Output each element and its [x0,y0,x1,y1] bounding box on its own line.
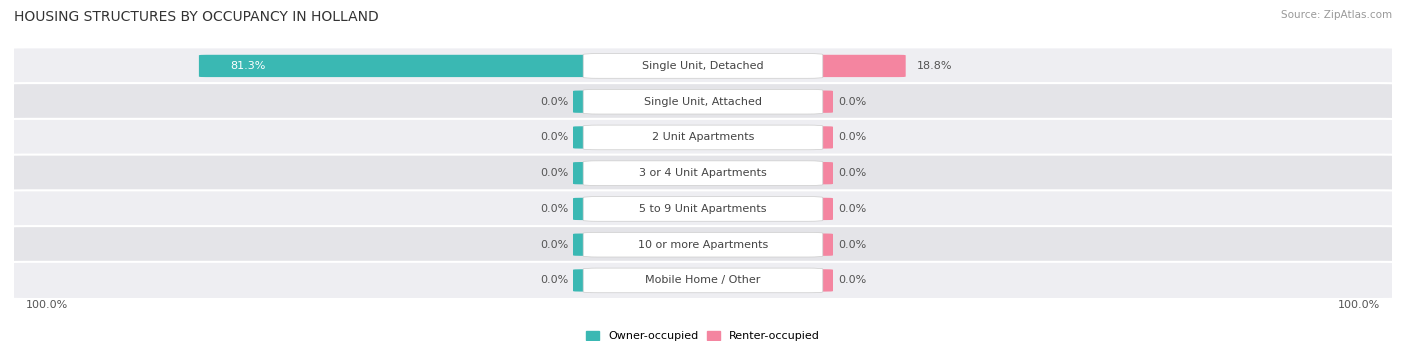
Text: 5 to 9 Unit Apartments: 5 to 9 Unit Apartments [640,204,766,214]
FancyBboxPatch shape [1,154,1405,192]
Text: Source: ZipAtlas.com: Source: ZipAtlas.com [1281,10,1392,20]
Text: 0.0%: 0.0% [838,240,866,250]
Legend: Owner-occupied, Renter-occupied: Owner-occupied, Renter-occupied [586,331,820,341]
FancyBboxPatch shape [800,91,832,113]
FancyBboxPatch shape [583,89,823,114]
Text: 0.0%: 0.0% [540,132,568,143]
Text: 0.0%: 0.0% [540,240,568,250]
FancyBboxPatch shape [574,91,606,113]
FancyBboxPatch shape [1,119,1405,156]
FancyBboxPatch shape [1,262,1405,299]
FancyBboxPatch shape [800,162,832,184]
Text: 0.0%: 0.0% [540,276,568,285]
Text: 2 Unit Apartments: 2 Unit Apartments [652,132,754,143]
FancyBboxPatch shape [574,162,606,184]
Text: 100.0%: 100.0% [1337,300,1379,310]
Text: 0.0%: 0.0% [838,204,866,214]
Text: 18.8%: 18.8% [917,61,952,71]
FancyBboxPatch shape [1,226,1405,263]
FancyBboxPatch shape [574,234,606,256]
Text: 0.0%: 0.0% [540,97,568,107]
FancyBboxPatch shape [800,198,832,220]
Text: 3 or 4 Unit Apartments: 3 or 4 Unit Apartments [640,168,766,178]
Text: 0.0%: 0.0% [838,132,866,143]
FancyBboxPatch shape [800,55,905,77]
FancyBboxPatch shape [800,269,832,292]
Text: Single Unit, Attached: Single Unit, Attached [644,97,762,107]
FancyBboxPatch shape [574,198,606,220]
Text: 81.3%: 81.3% [231,61,266,71]
Text: Mobile Home / Other: Mobile Home / Other [645,276,761,285]
Text: 0.0%: 0.0% [838,97,866,107]
Text: HOUSING STRUCTURES BY OCCUPANCY IN HOLLAND: HOUSING STRUCTURES BY OCCUPANCY IN HOLLA… [14,10,378,24]
FancyBboxPatch shape [583,268,823,293]
Text: 100.0%: 100.0% [27,300,69,310]
FancyBboxPatch shape [800,234,832,256]
Text: 0.0%: 0.0% [540,204,568,214]
FancyBboxPatch shape [583,54,823,78]
FancyBboxPatch shape [800,126,832,149]
FancyBboxPatch shape [574,126,606,149]
Text: Single Unit, Detached: Single Unit, Detached [643,61,763,71]
FancyBboxPatch shape [583,125,823,150]
FancyBboxPatch shape [1,47,1405,85]
FancyBboxPatch shape [1,83,1405,120]
FancyBboxPatch shape [1,190,1405,227]
FancyBboxPatch shape [574,269,606,292]
Text: 0.0%: 0.0% [838,276,866,285]
FancyBboxPatch shape [583,197,823,221]
Text: 0.0%: 0.0% [838,168,866,178]
Text: 0.0%: 0.0% [540,168,568,178]
Text: 10 or more Apartments: 10 or more Apartments [638,240,768,250]
FancyBboxPatch shape [198,55,606,77]
FancyBboxPatch shape [583,161,823,186]
FancyBboxPatch shape [583,232,823,257]
